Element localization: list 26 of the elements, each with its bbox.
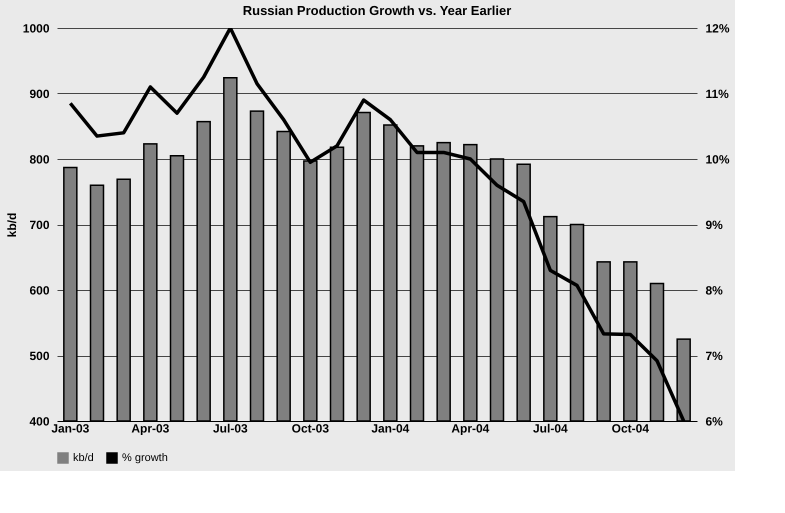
y-tick-label: 600 (29, 284, 50, 298)
y-tick-label: 1000 (22, 22, 50, 36)
y-tick-label: 500 (29, 349, 50, 363)
y2-tick-label: 6% (706, 414, 724, 428)
x-tick-label: Jan-03 (51, 422, 90, 436)
y2-tick-label: 10% (706, 152, 730, 166)
x-tick-label: Jul-03 (212, 422, 248, 436)
x-tick-label: Apr-03 (131, 422, 170, 436)
y-axis-title: kb/d (4, 212, 19, 238)
x-tick-label: Jan-04 (371, 422, 410, 436)
y2-tick-label: 7% (706, 349, 724, 363)
y-tick-label: 700 (29, 218, 50, 232)
legend-label: kb/d (73, 452, 94, 464)
y-tick-label: 800 (29, 152, 50, 166)
y2-tick-label: 9% (706, 218, 724, 232)
y-tick-label: 400 (29, 414, 50, 428)
legend-label: % growth (122, 452, 168, 464)
x-tick-label: Oct-03 (292, 422, 330, 436)
x-tick-label: Oct-04 (612, 422, 650, 436)
chart-title: Russian Production Growth vs. Year Earlier (242, 3, 512, 18)
y-tick-label: 900 (29, 87, 50, 101)
y2-tick-label: 11% (706, 87, 730, 101)
y2-tick-label: 12% (706, 22, 730, 36)
x-tick-label: Jul-04 (532, 422, 568, 436)
x-tick-label: Apr-04 (451, 422, 490, 436)
y2-tick-label: 8% (706, 284, 724, 298)
